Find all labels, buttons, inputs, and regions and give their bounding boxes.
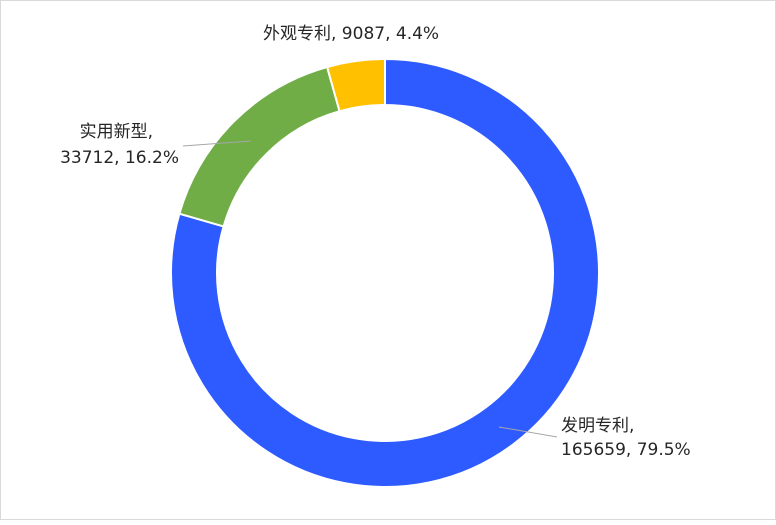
donut-slice	[170, 57, 600, 488]
data-labels: 发明专利, 165659, 79.5% 实用新型, 33712, 16.2% 外观专利,…	[60, 24, 691, 460]
donut-slices	[170, 57, 600, 488]
leader-lines	[182, 140, 558, 438]
data-label: 165659, 79.5%	[561, 440, 691, 460]
leader-line	[498, 426, 558, 438]
data-label: 发明专利,	[561, 416, 634, 436]
data-label: 33712, 16.2%	[60, 148, 179, 168]
donut-slice	[325, 57, 386, 113]
leader-line	[182, 140, 252, 147]
data-label: 外观专利, 9087, 4.4%	[263, 24, 439, 44]
donut-slice	[178, 65, 341, 228]
data-label: 实用新型,	[80, 122, 153, 142]
